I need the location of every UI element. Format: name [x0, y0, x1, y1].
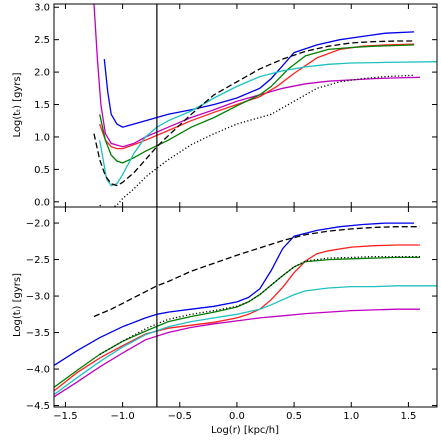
x-tick-label: −1.0	[110, 411, 134, 422]
top-panel: 0.0 0.5 1.0 1.5 2.0 2.5 3.0 Log(tₜ) [gyrs]	[12, 3, 438, 208]
bottom-series-line-2	[54, 308, 420, 398]
bottom-y-tick-label: −2.0	[26, 219, 50, 230]
top-y-tick-label: 2.0	[34, 68, 50, 79]
top-series-group	[93, 4, 437, 207]
x-tick-label: 0.0	[229, 411, 245, 422]
bottom-series-line-4	[54, 256, 420, 388]
bottom-y-tick-label: −3.0	[26, 292, 50, 303]
top-y-axis-label: Log(tₜ) [gyrs]	[12, 72, 23, 137]
bottom-series-line-6	[93, 226, 420, 318]
bottom-y-ticks: −4.5 −4.0 −3.5 −3.0 −2.5 −2.0	[26, 219, 437, 412]
bottom-series-line-3	[54, 244, 420, 392]
top-y-tick-label: 2.5	[34, 35, 50, 46]
bottom-series-line-1	[54, 222, 415, 366]
top-series-line-5	[99, 61, 437, 187]
x-tick-label: 1.0	[343, 411, 359, 422]
top-series-line-6	[93, 40, 415, 187]
top-series-line-1	[103, 31, 415, 128]
top-y-tick-label: 1.0	[34, 132, 50, 143]
top-y-tick-label: 3.0	[34, 3, 50, 14]
x-axis-label: Log(r) [kpc/h]	[211, 425, 279, 436]
bottom-series-line-5	[54, 285, 437, 396]
bottom-y-tick-label: −4.0	[26, 365, 50, 376]
bottom-y-tick-label: −2.5	[26, 255, 50, 266]
top-series-line-3	[99, 43, 415, 150]
bottom-y-tick-label: −3.5	[26, 328, 50, 339]
bottom-series-group	[54, 222, 437, 398]
top-y-tick-label: 0.5	[34, 165, 50, 176]
top-series-line-7	[99, 74, 415, 207]
x-tick-label: 1.5	[400, 411, 416, 422]
bottom-panel: −4.5 −4.0 −3.5 −3.0 −2.5 −2.0 −1.5 −1.0 −0.5 0.0…	[12, 206, 438, 436]
bottom-plot-frame	[53, 206, 438, 408]
top-series-line-2	[93, 4, 420, 148]
bottom-y-axis-label: Log(tᵢ) [gyrs]	[12, 273, 23, 337]
x-tick-label: −0.5	[168, 411, 192, 422]
top-y-tick-label: 0.0	[34, 197, 50, 208]
top-series-line-4	[99, 44, 415, 164]
x-tick-label: 0.5	[286, 411, 302, 422]
bottom-x-ticks: −1.5 −1.0 −0.5 0.0 0.5 1.0 1.5	[53, 207, 416, 422]
top-y-ticks: 0.0 0.5 1.0 1.5 2.0 2.5 3.0	[34, 3, 437, 208]
top-y-tick-label: 1.5	[34, 100, 50, 111]
bottom-y-tick-label: −4.5	[26, 401, 50, 412]
x-tick-label: −1.5	[53, 411, 77, 422]
